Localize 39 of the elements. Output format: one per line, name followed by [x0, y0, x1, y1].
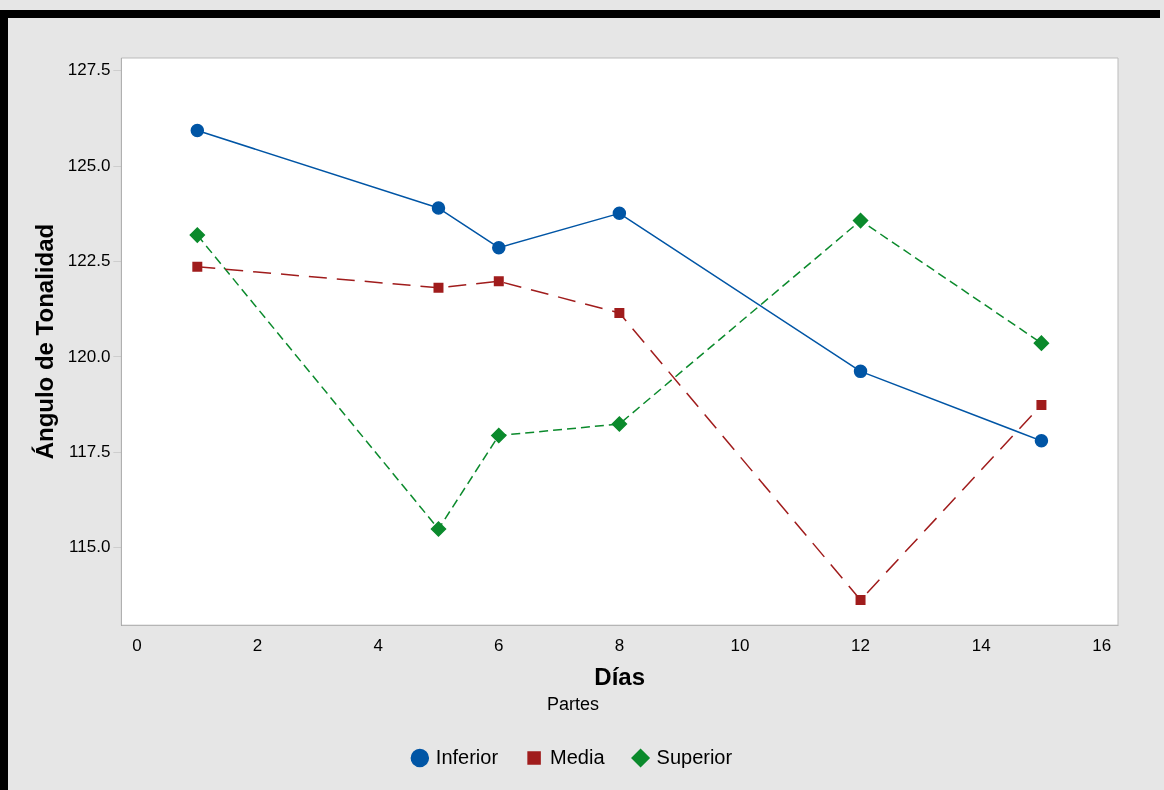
point	[1036, 399, 1047, 410]
y-tick-label: 122.5	[67, 251, 111, 271]
y-axis-title: Ángulo de Tonalidad	[31, 223, 59, 460]
legend-label: Media	[550, 745, 606, 768]
y-tick-label: 120.0	[67, 346, 111, 366]
point	[189, 227, 206, 243]
point	[430, 521, 447, 537]
point	[431, 201, 446, 215]
point	[190, 123, 205, 138]
legend-title: Partes	[546, 694, 600, 715]
x-axis-title: Días	[594, 662, 646, 690]
x-tick-label: 8	[614, 636, 625, 656]
y-tick-label: 117.5	[69, 441, 111, 461]
point	[492, 240, 506, 255]
point	[491, 427, 507, 444]
x-tick-label: 10	[730, 636, 750, 656]
x-tick-label: 4	[373, 636, 383, 656]
x-tick-label: 6	[494, 636, 504, 656]
point	[433, 282, 444, 293]
y-tick-label: 125.0	[67, 155, 111, 175]
point	[853, 364, 868, 379]
legend-label: Inferior	[435, 745, 499, 768]
x-tick-label: 16	[1092, 636, 1112, 656]
point	[614, 307, 625, 318]
y-tick-label: 115.0	[69, 537, 111, 557]
point	[852, 212, 869, 229]
point	[611, 416, 628, 432]
legend-label: Superior	[656, 745, 733, 768]
point	[192, 261, 203, 272]
point	[612, 206, 627, 221]
point	[855, 595, 866, 605]
point	[1034, 434, 1049, 448]
x-tick-label: 0	[132, 636, 142, 656]
x-tick-label: 2	[252, 636, 263, 656]
x-tick-label: 14	[971, 636, 991, 656]
point	[1033, 335, 1050, 351]
point	[493, 276, 504, 287]
y-tick-label: 127.5	[67, 60, 111, 80]
x-tick-label: 12	[851, 636, 871, 656]
